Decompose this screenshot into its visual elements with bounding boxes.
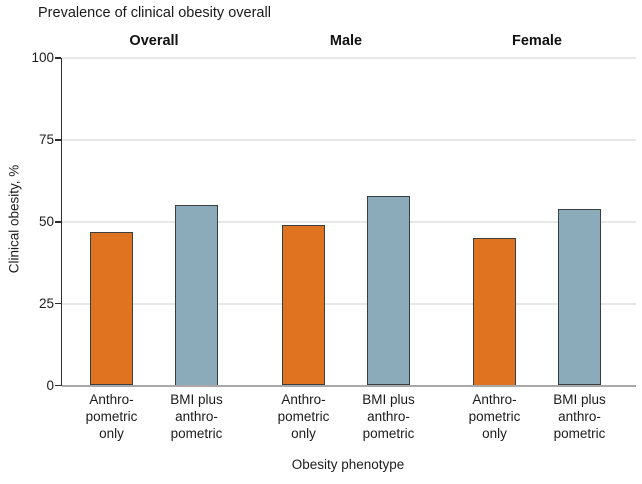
y-tick-50 <box>54 221 61 223</box>
bar-overall-anthropometric-only <box>90 231 133 386</box>
y-tick-75 <box>54 139 61 141</box>
y-axis-line <box>60 58 62 386</box>
bar-label-male-anthropometric-only: Anthro-pometric only <box>277 392 330 441</box>
x-axis-line <box>62 385 636 387</box>
gridline-75 <box>62 138 636 141</box>
gridline-25 <box>62 302 636 305</box>
bar-overall-bmi-plus-anthropometric <box>175 205 218 386</box>
panel-header-male: Male <box>329 33 363 49</box>
bar-female-bmi-plus-anthropometric <box>558 208 601 386</box>
bar-male-anthropometric-only <box>282 225 325 386</box>
bar-label-female-bmi-plus-anthropometric: BMI plus anthro-pometric <box>553 392 606 441</box>
x-axis-title: Obesity phenotype <box>291 457 405 472</box>
y-tick-100 <box>54 57 61 59</box>
bar-label-overall-bmi-plus-anthropometric: BMI plus anthro-pometric <box>170 392 223 441</box>
y-tick-label-25: 25 <box>38 295 54 311</box>
bar-male-bmi-plus-anthropometric <box>367 195 410 386</box>
bar-label-female-anthropometric-only: Anthro-pometric only <box>468 392 521 441</box>
gridline-100 <box>62 57 636 59</box>
figure-title: Prevalence of clinical obesity overall <box>38 5 271 21</box>
y-tick-25 <box>54 302 61 305</box>
panel-header-female: Female <box>512 33 562 49</box>
y-tick-label-75: 75 <box>38 131 54 147</box>
bar-female-anthropometric-only <box>473 238 516 386</box>
y-tick-0 <box>54 384 61 387</box>
y-tick-label-50: 50 <box>38 213 54 229</box>
bar-label-male-bmi-plus-anthropometric: BMI plus anthro-pometric <box>362 392 415 441</box>
bar-label-overall-anthropometric-only: Anthro-pometric only <box>85 392 138 441</box>
panel-header-overall: Overall <box>129 33 179 49</box>
y-tick-label-0: 0 <box>46 377 54 393</box>
gridline-50 <box>62 220 636 223</box>
y-tick-label-100: 100 <box>31 50 54 65</box>
